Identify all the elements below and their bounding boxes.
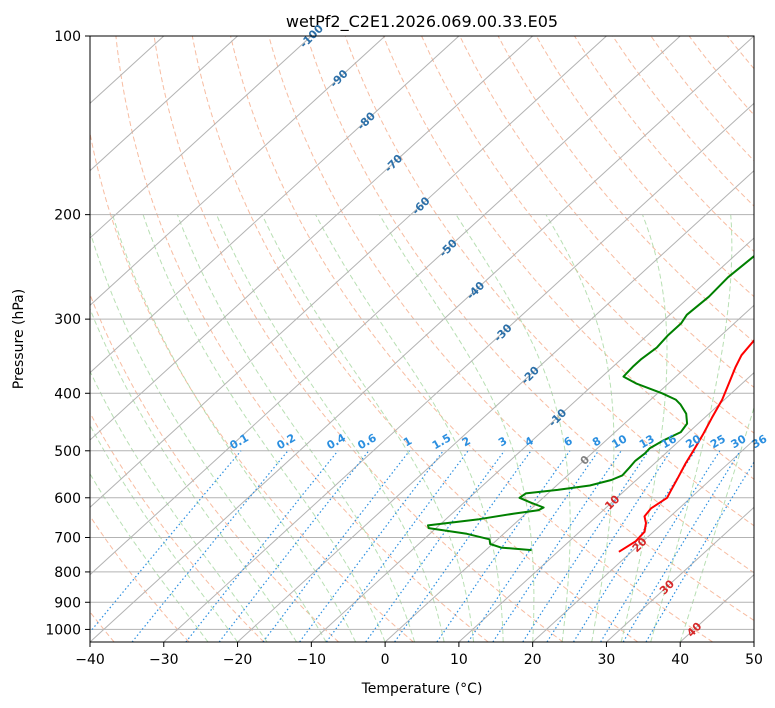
- x-tick-label: −40: [75, 652, 105, 668]
- dry-adiabat-line: [153, 36, 564, 642]
- moist-adiabat-line: [620, 214, 668, 642]
- y-tick-label: 700: [54, 531, 81, 547]
- dry-adiabat-line: [612, 36, 754, 207]
- x-tick-label: 40: [671, 652, 689, 668]
- isotherm-line: [458, 371, 754, 642]
- dry-adiabat-line: [268, 36, 754, 622]
- y-tick-label: 400: [54, 386, 81, 402]
- mixing-ratio-line: [436, 450, 571, 642]
- moist-adiabat-line: [90, 370, 268, 642]
- moist-adiabat-line: [378, 214, 535, 642]
- y-tick-label: 600: [54, 491, 81, 507]
- series-line: [427, 254, 754, 552]
- chart-title: wetPf2_C2E1.2026.069.00.33.E05: [286, 12, 558, 32]
- dry-adiabat-line: [90, 515, 190, 642]
- isotherm-line: [90, 36, 386, 307]
- isotherm-line: [90, 36, 607, 509]
- chart-series: [427, 254, 754, 553]
- moist-adiabat-line: [261, 214, 475, 642]
- x-tick-label: −30: [149, 652, 179, 668]
- isotherm-line: [310, 237, 754, 642]
- mixing-ratio-line: [262, 450, 410, 642]
- mixing-ratio-line: [394, 450, 532, 642]
- moist-adiabat-line: [216, 214, 445, 642]
- x-axis-title: Temperature (°C): [361, 681, 483, 697]
- isotherm-line: [163, 102, 754, 642]
- moist-adiabat-line: [90, 307, 298, 642]
- dry-adiabat-line: [382, 36, 754, 480]
- moist-adiabat-line: [90, 472, 209, 642]
- isotherm-line: [606, 506, 754, 642]
- x-tick-label: −10: [297, 652, 327, 668]
- moist-adiabat-line: [315, 214, 504, 642]
- y-tick-label: 900: [54, 595, 81, 611]
- moist-adiabat-line: [679, 405, 754, 642]
- x-tick-label: 30: [598, 652, 616, 668]
- mixing-ratio-line: [622, 450, 741, 642]
- series-line: [618, 338, 754, 553]
- dry-adiabat-line: [344, 36, 754, 527]
- dry-adiabat-line: [90, 130, 414, 642]
- y-tick-label: 200: [54, 208, 81, 224]
- moist-adiabat-line: [545, 214, 615, 642]
- moist-adiabat-line: [90, 424, 239, 642]
- y-tick-label: 1000: [45, 622, 81, 638]
- dry-adiabat-line: [230, 36, 713, 642]
- mixing-ratio-line: [218, 450, 370, 642]
- x-tick-label: −20: [223, 652, 253, 668]
- mixing-ratio-line: [90, 450, 242, 633]
- isotherm-line: [90, 36, 681, 576]
- y-tick-label: 500: [54, 444, 81, 460]
- isotherm-line: [90, 36, 312, 239]
- plot-frame: [89, 35, 755, 643]
- y-tick-label: 800: [54, 565, 81, 581]
- isotherm-line: [90, 36, 534, 441]
- moist-adiabat-line: [90, 229, 327, 642]
- y-tick-label: 300: [54, 312, 81, 328]
- y-tick-label: 100: [54, 29, 81, 45]
- mixing-ratio-line: [131, 450, 289, 642]
- mixing-ratio-line: [645, 461, 754, 642]
- dry-adiabat-line: [115, 36, 489, 642]
- dry-adiabat-line: [90, 293, 339, 642]
- x-tick-label: 50: [745, 652, 763, 668]
- moist-adiabat-line: [176, 214, 416, 642]
- isotherm-line: [90, 36, 238, 172]
- mixing-ratio-line: [365, 450, 505, 642]
- chart-grid: [90, 36, 754, 642]
- axis-ticks: −40 −30 −20 −10 0 10 20 30 40 50 100 200 300 400 500 60…: [45, 29, 763, 668]
- dry-adiabat-line: [650, 36, 754, 162]
- x-tick-label: 20: [524, 652, 542, 668]
- mixing-ratio-line: [185, 450, 339, 642]
- dry-adiabat-line: [306, 36, 754, 574]
- y-axis-title: Pressure (hPa): [11, 289, 27, 389]
- mixing-ratio-line: [546, 450, 672, 642]
- x-tick-label: 0: [381, 652, 390, 668]
- moist-adiabat-line: [142, 214, 386, 642]
- mixing-ratio-line: [467, 450, 599, 642]
- isotherm-line: [384, 304, 754, 642]
- isotherm-line: [532, 439, 754, 642]
- dry-adiabat-line: [191, 36, 639, 642]
- moist-adiabat-line: [455, 214, 571, 642]
- dry-adiabat-line: [459, 36, 754, 389]
- isotherm-line: [237, 169, 754, 642]
- dry-adiabat-line: [497, 36, 754, 343]
- isotherm-line: [90, 36, 460, 374]
- mixing-ratio-line: [600, 450, 721, 642]
- isotherm-line: [90, 36, 754, 642]
- x-tick-label: 10: [450, 652, 468, 668]
